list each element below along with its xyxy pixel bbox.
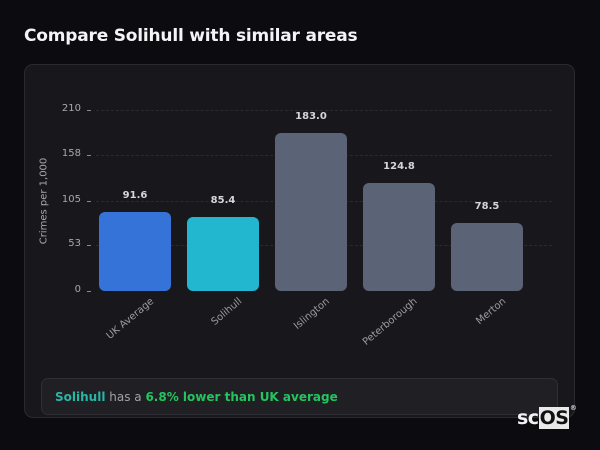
logo-text-sc: sc: [517, 407, 539, 429]
y-tick-mark: [87, 291, 91, 292]
bar-value-label: 85.4: [210, 195, 236, 207]
bar-merton[interactable]: [451, 223, 523, 291]
y-tick-mark: [87, 245, 91, 247]
bar-value-label: 183.0: [295, 111, 327, 123]
logo-text-os: OS: [538, 407, 570, 429]
bar-value-label: 78.5: [474, 201, 500, 213]
gridline: [96, 110, 552, 111]
summary-text: has a: [105, 390, 146, 404]
bar-solihull[interactable]: [187, 217, 259, 291]
bar-uk-average[interactable]: [99, 212, 171, 291]
y-tick-label: 105: [61, 193, 81, 205]
bar-value-label: 124.8: [383, 161, 415, 173]
y-tick-label: 158: [61, 147, 81, 159]
bar-peterborough[interactable]: [363, 183, 435, 291]
x-tick-label: Solihull: [209, 296, 245, 328]
comparison-summary: Solihull has a 6.8% lower than UK averag…: [41, 378, 558, 415]
summary-comparison: 6.8% lower than UK average: [145, 390, 338, 404]
y-tick-mark: [87, 110, 91, 111]
bar-value-label: 91.6: [122, 190, 148, 202]
x-tick-label: Peterborough: [361, 296, 421, 348]
y-tick-mark: [87, 200, 91, 202]
y-tick-label: 53: [68, 238, 81, 250]
y-tick-label: 210: [61, 103, 81, 114]
x-tick-label: UK Average: [104, 296, 157, 342]
summary-area-name: Solihull: [55, 390, 106, 404]
x-tick-label: Islington: [292, 296, 333, 332]
y-tick-mark: [87, 154, 91, 156]
registered-mark: ®: [569, 404, 577, 412]
scos-logo: scOS ®: [517, 404, 577, 429]
y-tick-label: 0: [74, 284, 81, 295]
page-title: Compare Solihull with similar areas: [24, 26, 358, 46]
bar-islington[interactable]: [275, 133, 347, 291]
x-tick-label: Merton: [473, 296, 509, 328]
